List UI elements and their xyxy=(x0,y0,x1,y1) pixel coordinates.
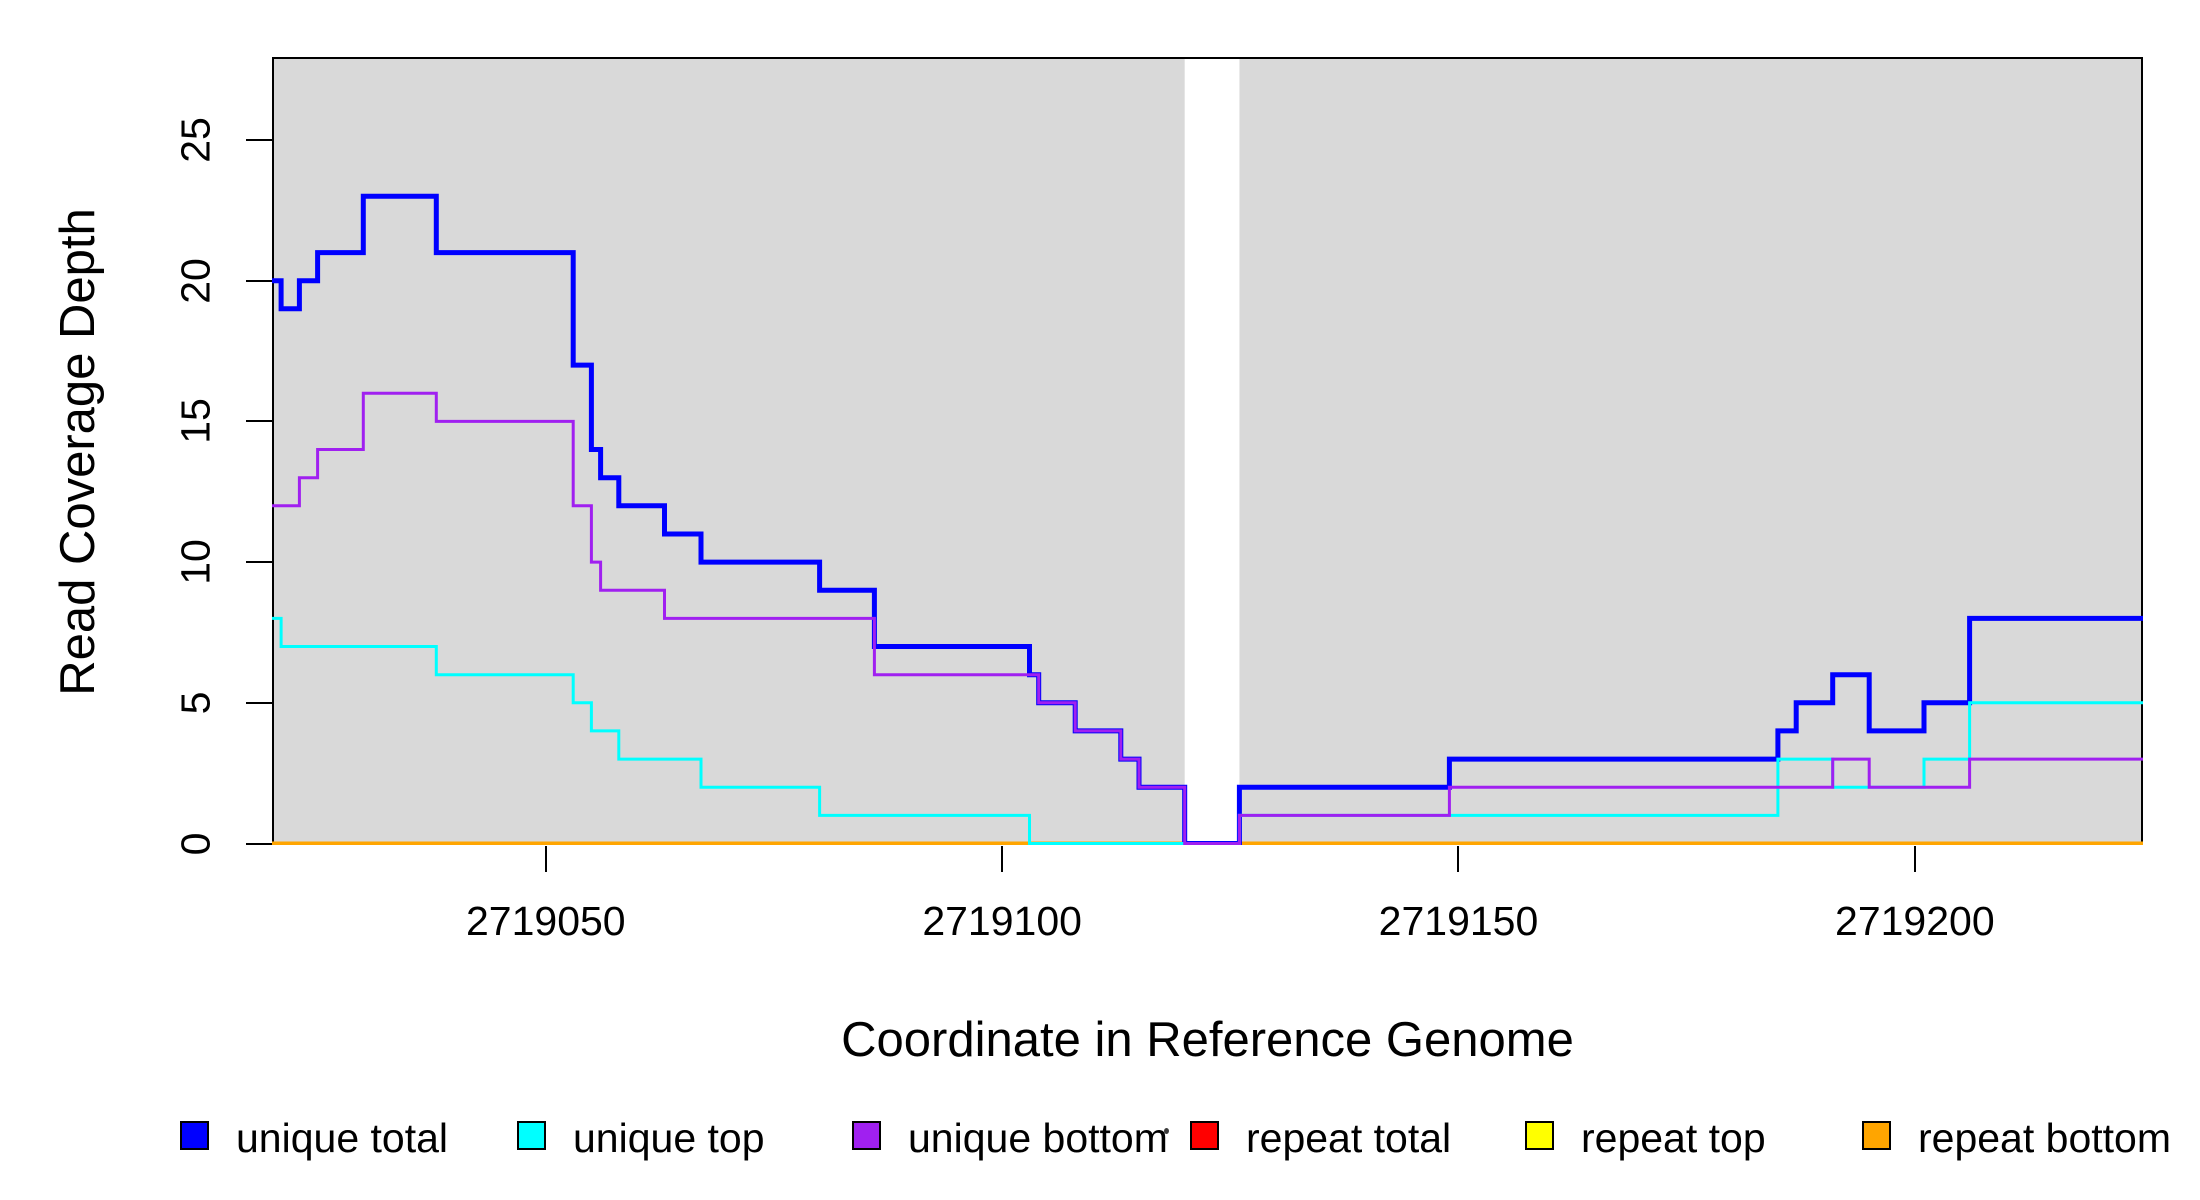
x-tick xyxy=(1457,846,1460,872)
y-tick xyxy=(246,420,272,423)
x-tick xyxy=(1913,846,1916,872)
series-unique-bottom xyxy=(272,391,2143,845)
legend-label: unique bottom xyxy=(908,1115,1168,1161)
legend-swatch-unique-bottom xyxy=(852,1121,881,1150)
y-tick xyxy=(246,842,272,845)
legend-label: repeat bottom xyxy=(1918,1115,2171,1161)
shaded-region-0 xyxy=(272,57,1185,845)
legend-swatch-repeat-total xyxy=(1190,1121,1219,1150)
y-tick-label: 10 xyxy=(172,539,219,585)
y-tick-label: 5 xyxy=(172,691,219,715)
y-tick xyxy=(246,139,272,141)
stray-dot-artifact xyxy=(1164,1128,1169,1134)
y-tick xyxy=(246,701,272,704)
legend-swatch-repeat-top xyxy=(1525,1121,1554,1150)
x-tick-label: 2719050 xyxy=(465,898,626,944)
legend-label: unique top xyxy=(573,1115,765,1161)
legend-swatch-repeat-bottom xyxy=(1862,1121,1891,1150)
y-tick xyxy=(246,561,272,564)
x-tick-label: 2719200 xyxy=(1835,898,1995,944)
x-tick-label: 2719150 xyxy=(1378,898,1539,944)
y-axis-title: Read Coverage Depth xyxy=(51,208,105,696)
legend-swatch-unique-total xyxy=(180,1121,209,1150)
y-tick-label: 20 xyxy=(172,257,219,304)
shaded-region-1 xyxy=(1239,57,2143,845)
x-tick xyxy=(1001,846,1004,872)
y-tick xyxy=(246,279,272,282)
coverage-plot-area xyxy=(272,57,2143,845)
y-tick-label: 15 xyxy=(172,398,219,445)
legend-label: repeat total xyxy=(1246,1115,1452,1161)
legend-label: unique total xyxy=(236,1115,449,1161)
x-tick-label: 2719100 xyxy=(922,898,1082,944)
y-tick-label: 25 xyxy=(172,117,219,163)
y-tick-label: 0 xyxy=(172,832,219,855)
series-unique-total xyxy=(272,193,2143,845)
legend-swatch-unique-top xyxy=(517,1121,546,1150)
legend-label: repeat top xyxy=(1581,1115,1766,1161)
x-tick xyxy=(544,846,547,872)
x-axis-title: Coordinate in Reference Genome xyxy=(841,1013,1574,1067)
